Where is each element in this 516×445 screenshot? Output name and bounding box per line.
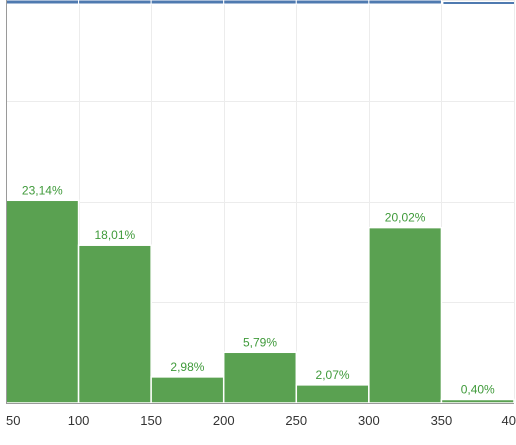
bar-data-label: 18,01% [95,228,136,242]
bar-data-label: 5,79% [243,335,277,349]
x-tick-label: 300 [358,413,380,428]
x-tick-label: 200 [213,413,235,428]
x-tick-label: 40 [502,413,516,428]
bar-data-label: 0,40% [461,382,495,396]
histogram-bar [295,384,370,404]
bar-data-label: 2,98% [170,360,204,374]
top-strip-segment [150,0,225,5]
x-axis: 50 100 150 200 250 300 350 40 [6,0,516,428]
histogram-bar [5,199,80,404]
top-strip-segment [5,0,80,5]
bar-data-label: 20,02% [385,211,426,225]
histogram-bar [440,398,515,404]
top-strip [5,0,514,5]
histogram-bar [150,376,225,404]
top-strip-segment [78,0,152,5]
histogram-bar [77,244,152,404]
histogram-bar [222,351,298,404]
top-strip-segment [368,0,442,5]
x-tick-label: 350 [431,413,453,428]
top-strip-segment [223,0,297,5]
x-tick-label: 50 [6,413,20,428]
data-labels: 23,14% 18,01% 2,98% 5,79% 2,07% 20,02% 0,40% [22,183,495,396]
histogram-bar [368,226,443,404]
bar-data-label: 23,14% [22,183,63,197]
bars [5,199,515,404]
x-tick-label: 250 [285,413,307,428]
x-tick-label: 100 [68,413,90,428]
top-strip-segment [295,0,370,5]
top-strip-segment [443,2,514,4]
x-tick-label: 150 [140,413,162,428]
bar-data-label: 2,07% [316,368,350,382]
